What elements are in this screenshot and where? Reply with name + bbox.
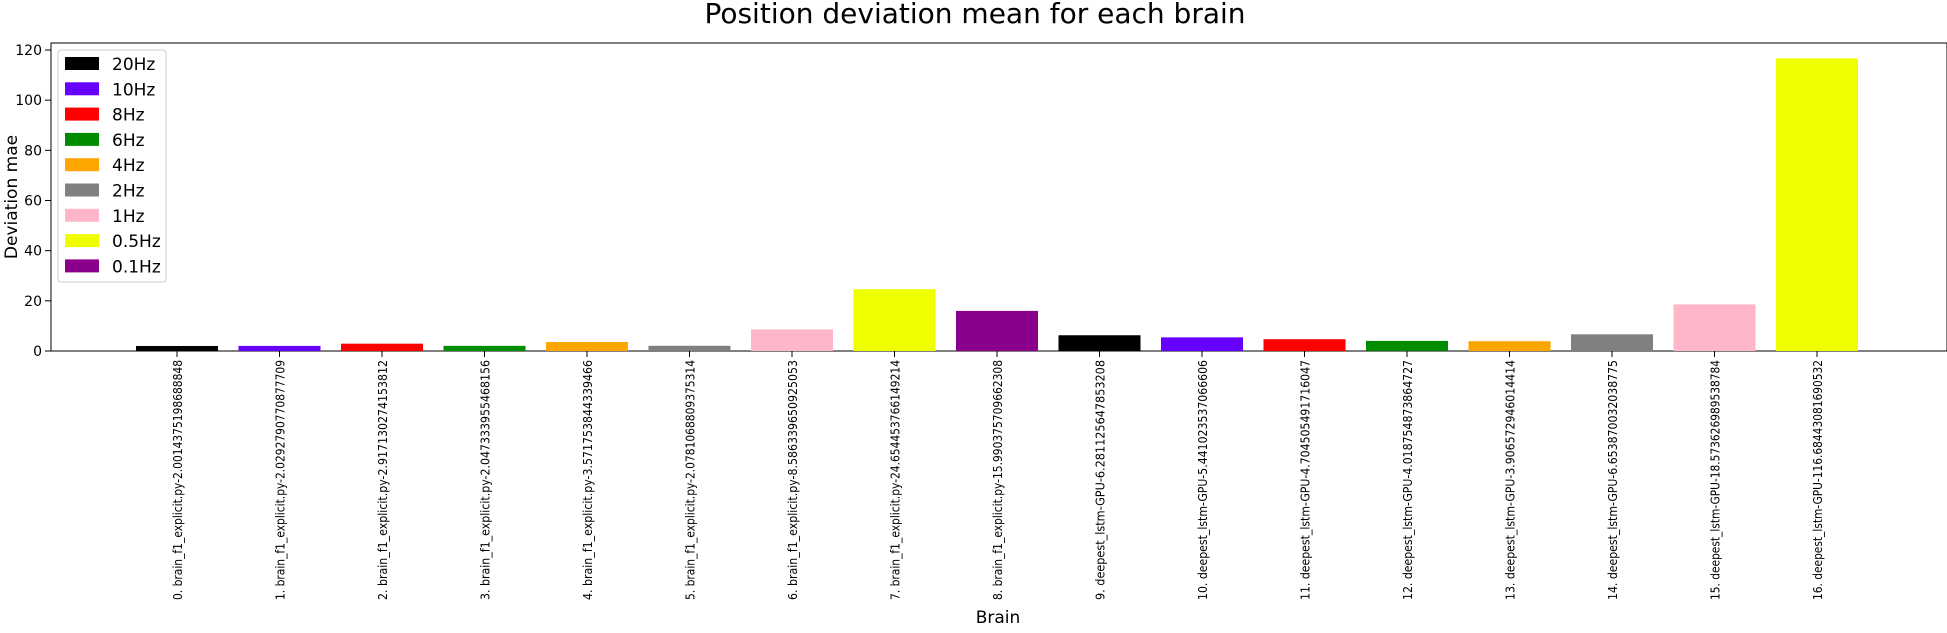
bar xyxy=(136,345,218,351)
bar xyxy=(546,342,628,351)
x-tick-label: 0. brain_f1_explicit.py-2.00143751986888… xyxy=(171,360,185,600)
x-tick-label: 8. brain_f1_explicit.py-15.9903757096623… xyxy=(991,360,1005,600)
chart-title: Position deviation mean for each brain xyxy=(704,0,1245,30)
x-tick-label: 5. brain_f1_explicit.py-2.07810688093753… xyxy=(684,360,698,600)
bar xyxy=(1571,334,1653,351)
x-axis-label: Brain xyxy=(976,608,1021,628)
x-tick-label: 4. brain_f1_explicit.py-3.57175384433946… xyxy=(581,360,595,600)
x-axis: 0. brain_f1_explicit.py-2.00143751986888… xyxy=(171,351,1825,600)
bar xyxy=(341,343,423,351)
bar-series xyxy=(136,58,1858,351)
legend-label: 8Hz xyxy=(112,106,145,126)
legend-swatch xyxy=(65,234,99,248)
x-tick-label: 15. deepest_lstm-GPU-18.573626989538784 xyxy=(1709,360,1723,600)
legend-swatch xyxy=(65,183,99,197)
x-tick-label: 14. deepest_lstm-GPU-6.653870032038775 xyxy=(1606,360,1620,600)
bar xyxy=(648,345,731,351)
bar xyxy=(853,289,936,351)
legend-label: 4Hz xyxy=(112,156,145,176)
x-tick-label: 1. brain_f1_explicit.py-2.02927907708777… xyxy=(274,360,288,600)
legend-swatch xyxy=(65,57,99,70)
x-tick-label: 2. brain_f1_explicit.py-2.91713027415381… xyxy=(376,360,390,600)
bar xyxy=(1468,341,1551,351)
y-tick-label: 0 xyxy=(33,344,42,360)
x-tick-label: 13. deepest_lstm-GPU-3.906572946014414 xyxy=(1504,360,1518,600)
legend-swatch xyxy=(65,259,99,273)
legend-label: 6Hz xyxy=(112,131,145,151)
bar xyxy=(443,345,526,351)
bar xyxy=(1673,304,1756,351)
legend-swatch xyxy=(65,82,99,96)
x-tick-label: 10. deepest_lstm-GPU-5.441023537066606 xyxy=(1196,360,1210,600)
bar xyxy=(1058,335,1141,351)
legend: 20Hz 10Hz 8Hz 6Hz 4Hz 2Hz 1Hz 0.5Hz 0.1Hz xyxy=(57,49,167,283)
bar xyxy=(238,345,321,351)
bar xyxy=(1366,340,1448,351)
legend-label: 10Hz xyxy=(112,80,155,100)
legend-swatch xyxy=(65,107,99,121)
bar xyxy=(956,310,1038,351)
y-tick-label: 60 xyxy=(24,194,42,210)
x-tick-label: 3. brain_f1_explicit.py-2.04733395546815… xyxy=(479,360,493,600)
x-tick-label: 12. deepest_lstm-GPU-4.018754873864727 xyxy=(1401,360,1415,600)
legend-label: 0.1Hz xyxy=(112,257,161,277)
bar xyxy=(1776,58,1858,351)
legend-swatch xyxy=(65,158,99,172)
y-axis-label: Deviation mae xyxy=(2,135,22,259)
y-tick-label: 120 xyxy=(15,43,42,59)
y-tick-label: 20 xyxy=(24,294,42,310)
x-tick-label: 9. deepest_lstm-GPU-6.281125647853208 xyxy=(1094,360,1108,600)
x-tick-label: 11. deepest_lstm-GPU-4.704505491716047 xyxy=(1299,360,1313,600)
x-tick-label: 6. brain_f1_explicit.py-8.58633965092505… xyxy=(786,360,800,600)
legend-label: 20Hz xyxy=(112,55,155,75)
bar xyxy=(751,329,833,351)
y-tick-label: 100 xyxy=(15,93,42,109)
x-tick-label: 16. deepest_lstm-GPU-116.68443081690532 xyxy=(1811,360,1825,600)
legend-swatch xyxy=(65,132,99,146)
bar xyxy=(1161,337,1243,351)
x-tick-label: 7. brain_f1_explicit.py-24.6544537661492… xyxy=(889,360,903,600)
bar xyxy=(1263,339,1346,351)
y-axis: 0 20 40 60 80 100 120 xyxy=(15,43,51,360)
legend-label: 2Hz xyxy=(112,182,145,202)
y-tick-label: 80 xyxy=(24,143,42,159)
legend-swatch xyxy=(65,208,99,222)
legend-label: 0.5Hz xyxy=(112,232,161,252)
y-tick-label: 40 xyxy=(24,244,42,260)
legend-label: 1Hz xyxy=(112,207,145,227)
